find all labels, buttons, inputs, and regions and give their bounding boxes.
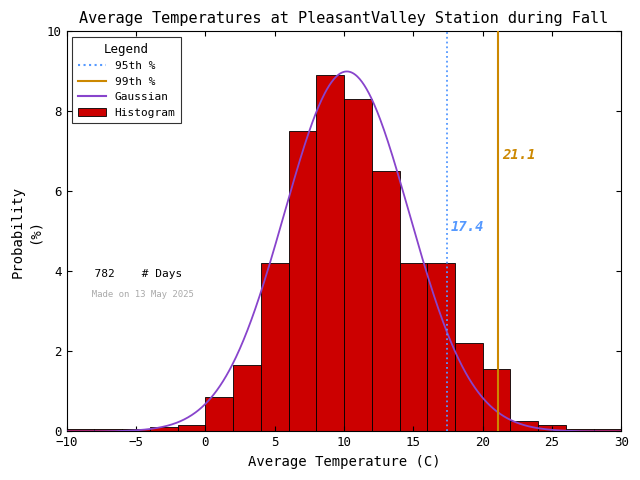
Bar <box>150 428 178 432</box>
X-axis label: Average Temperature (C): Average Temperature (C) <box>248 455 440 469</box>
Bar <box>205 397 233 432</box>
Bar <box>372 171 399 432</box>
Legend: 95th %, 99th %, Gaussian, Histogram: 95th %, 99th %, Gaussian, Histogram <box>72 37 181 123</box>
Title: Average Temperatures at PleasantValley Station during Fall: Average Temperatures at PleasantValley S… <box>79 11 609 26</box>
Bar <box>122 430 150 432</box>
Bar <box>178 425 205 432</box>
Bar <box>67 430 95 432</box>
Bar <box>455 344 483 432</box>
Text: 17.4: 17.4 <box>451 220 484 234</box>
Bar <box>428 264 455 432</box>
Text: 782    # Days: 782 # Days <box>81 269 182 279</box>
Bar <box>594 430 621 432</box>
Bar <box>566 430 594 432</box>
Bar <box>399 264 428 432</box>
Bar <box>316 75 344 432</box>
Y-axis label: Probability
(%): Probability (%) <box>11 185 42 277</box>
Bar <box>483 370 511 432</box>
Bar <box>261 264 289 432</box>
Bar <box>511 421 538 432</box>
Bar <box>538 425 566 432</box>
Text: 21.1: 21.1 <box>502 148 536 162</box>
Bar <box>289 132 316 432</box>
Text: Made on 13 May 2025: Made on 13 May 2025 <box>81 290 193 300</box>
Bar <box>95 430 122 432</box>
Bar <box>344 99 372 432</box>
Bar <box>233 365 261 432</box>
